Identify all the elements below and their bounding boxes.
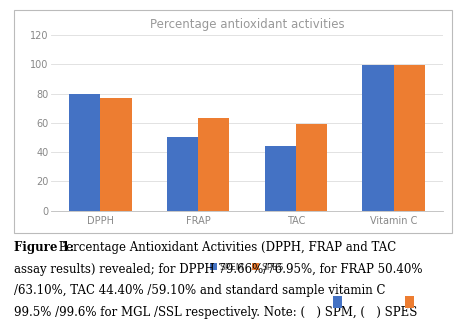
- Text: Figure 1:: Figure 1:: [14, 241, 74, 254]
- Title: Percentage antioxidant activities: Percentage antioxidant activities: [150, 18, 344, 31]
- Bar: [265, 145, 296, 211]
- Bar: [296, 124, 327, 211]
- Bar: [100, 98, 131, 211]
- Bar: [198, 118, 229, 211]
- Text: assay results) revealed; for DPPH 79.66%/76.95%, for FRAP 50.40%: assay results) revealed; for DPPH 79.66%…: [14, 263, 423, 276]
- Bar: [167, 137, 198, 211]
- Text: 99.5% /99.6% for MGL /SSL respectively. Note: (   ) SPM, (   ) SPES: 99.5% /99.6% for MGL /SSL respectively. …: [14, 306, 418, 319]
- Text: /63.10%, TAC 44.40% /59.10% and standard sample vitamin C: /63.10%, TAC 44.40% /59.10% and standard…: [14, 284, 385, 297]
- Bar: [394, 65, 425, 211]
- Legend: SPEM, SPES: SPEM, SPES: [206, 259, 288, 275]
- Bar: [363, 65, 394, 211]
- Text: Percentage Antioxidant Activities (DPPH, FRAP and TAC: Percentage Antioxidant Activities (DPPH,…: [55, 241, 396, 254]
- Bar: [69, 94, 100, 211]
